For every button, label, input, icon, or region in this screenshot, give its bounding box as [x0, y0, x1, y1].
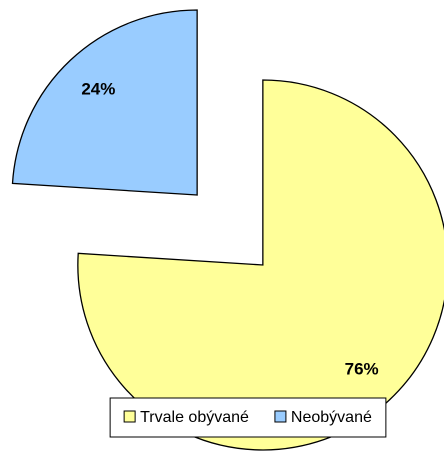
legend-label: Trvale obývané — [140, 409, 249, 426]
pie-slice — [77, 79, 444, 451]
legend — [109, 397, 387, 438]
legend-label: Neobývané — [291, 409, 372, 426]
data-label: 76% — [345, 360, 379, 379]
pie-slice — [11, 9, 198, 196]
data-label: 24% — [81, 79, 115, 98]
legend-swatch — [274, 410, 287, 423]
legend-swatch — [123, 410, 136, 423]
